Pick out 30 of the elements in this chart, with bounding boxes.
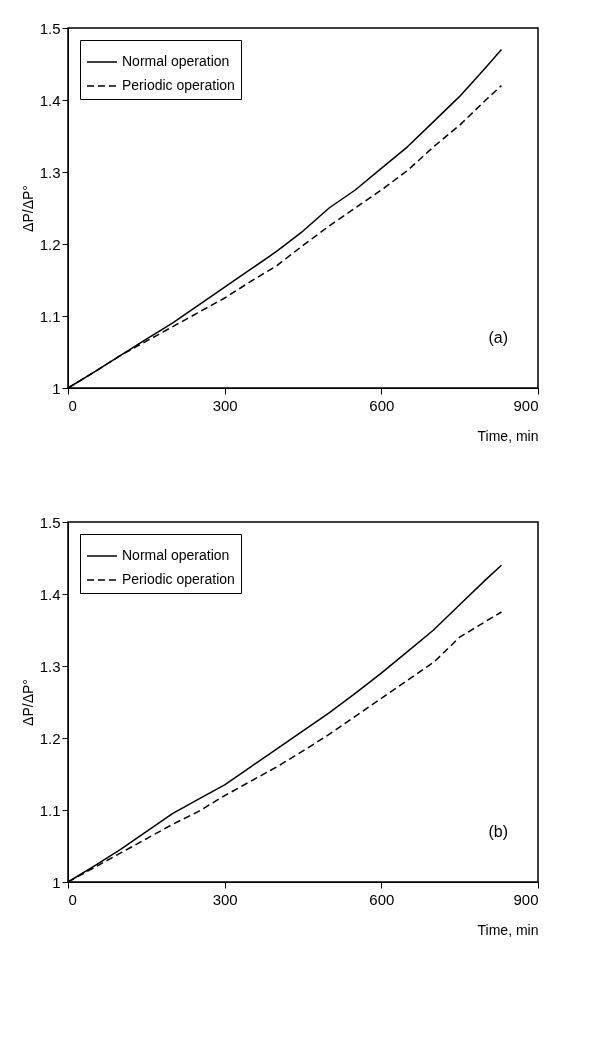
x-tick-label: 900 (513, 890, 539, 908)
x-axis-title: Time, min (477, 921, 539, 938)
x-tick-label: 300 (212, 890, 238, 908)
y-tick-label: 1.5 (39, 513, 61, 531)
y-tick-label: 1.1 (39, 801, 61, 819)
y-tick-label: 1.3 (39, 657, 61, 675)
x-tick-label: 900 (513, 396, 539, 414)
x-tick-label: 0 (68, 396, 77, 414)
x-tick-label: 600 (369, 890, 395, 908)
y-tick-label: 1 (52, 873, 61, 891)
y-tick-label: 1.1 (39, 307, 61, 325)
x-tick-label: 300 (212, 396, 238, 414)
y-tick-label: 1.3 (39, 163, 61, 181)
annotation: (b) (488, 823, 508, 840)
y-tick-label: 1.2 (39, 729, 61, 747)
legend-label: Periodic operation (122, 77, 235, 93)
legend-label: Periodic operation (122, 571, 235, 587)
legend-label: Normal operation (122, 53, 230, 69)
y-tick-label: 1 (52, 379, 61, 397)
legend-label: Normal operation (122, 547, 230, 563)
x-tick-label: 600 (369, 396, 395, 414)
x-tick-label: 0 (68, 890, 77, 908)
y-axis-title: ΔP/ΔP° (19, 185, 36, 232)
y-tick-label: 1.4 (39, 91, 61, 109)
y-tick-label: 1.5 (39, 19, 61, 37)
y-tick-label: 1.4 (39, 585, 61, 603)
x-axis-title: Time, min (477, 427, 539, 444)
y-axis-title: ΔP/ΔP° (19, 679, 36, 726)
annotation: (a) (488, 329, 508, 346)
y-tick-label: 1.2 (39, 235, 61, 253)
